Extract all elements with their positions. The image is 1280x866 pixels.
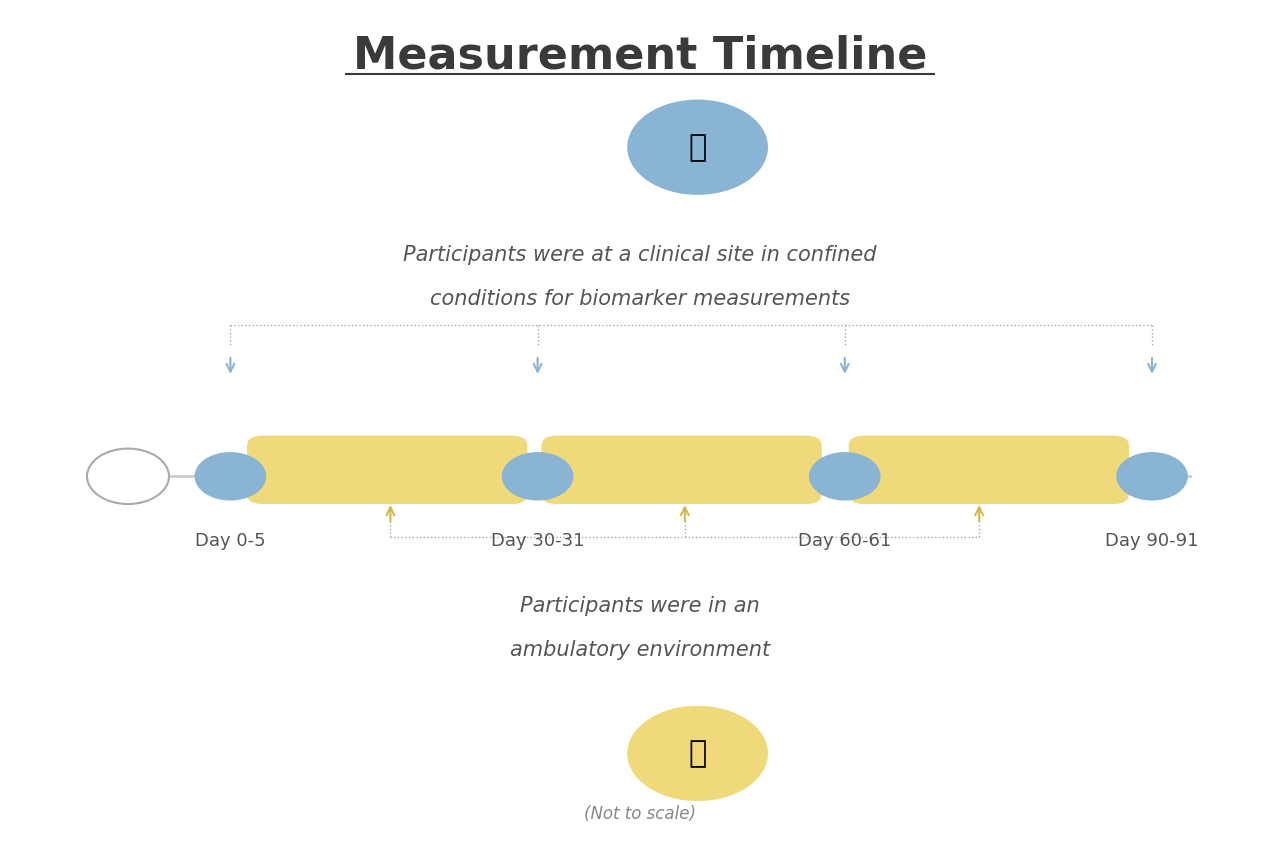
- Text: Participants were in an: Participants were in an: [520, 596, 760, 617]
- Circle shape: [502, 452, 573, 501]
- Circle shape: [87, 449, 169, 504]
- FancyBboxPatch shape: [849, 436, 1129, 504]
- FancyBboxPatch shape: [541, 436, 822, 504]
- Text: Day 60-61: Day 60-61: [799, 533, 891, 550]
- Text: 🫁: 🫁: [689, 132, 707, 162]
- Text: conditions for biomarker measurements: conditions for biomarker measurements: [430, 288, 850, 309]
- Circle shape: [195, 452, 266, 501]
- FancyBboxPatch shape: [247, 436, 527, 504]
- Text: 🏠: 🏠: [689, 739, 707, 768]
- Text: Day 30-31: Day 30-31: [490, 533, 585, 550]
- Text: (Not to scale): (Not to scale): [584, 805, 696, 823]
- Text: Day 0-5: Day 0-5: [195, 533, 266, 550]
- Text: Day 90-91: Day 90-91: [1105, 533, 1199, 550]
- Text: Measurement Timeline: Measurement Timeline: [353, 35, 927, 78]
- Circle shape: [627, 706, 768, 801]
- Circle shape: [1116, 452, 1188, 501]
- Text: ambulatory environment: ambulatory environment: [509, 639, 771, 660]
- Circle shape: [809, 452, 881, 501]
- Text: Participants were at a clinical site in confined: Participants were at a clinical site in …: [403, 245, 877, 266]
- Circle shape: [627, 100, 768, 195]
